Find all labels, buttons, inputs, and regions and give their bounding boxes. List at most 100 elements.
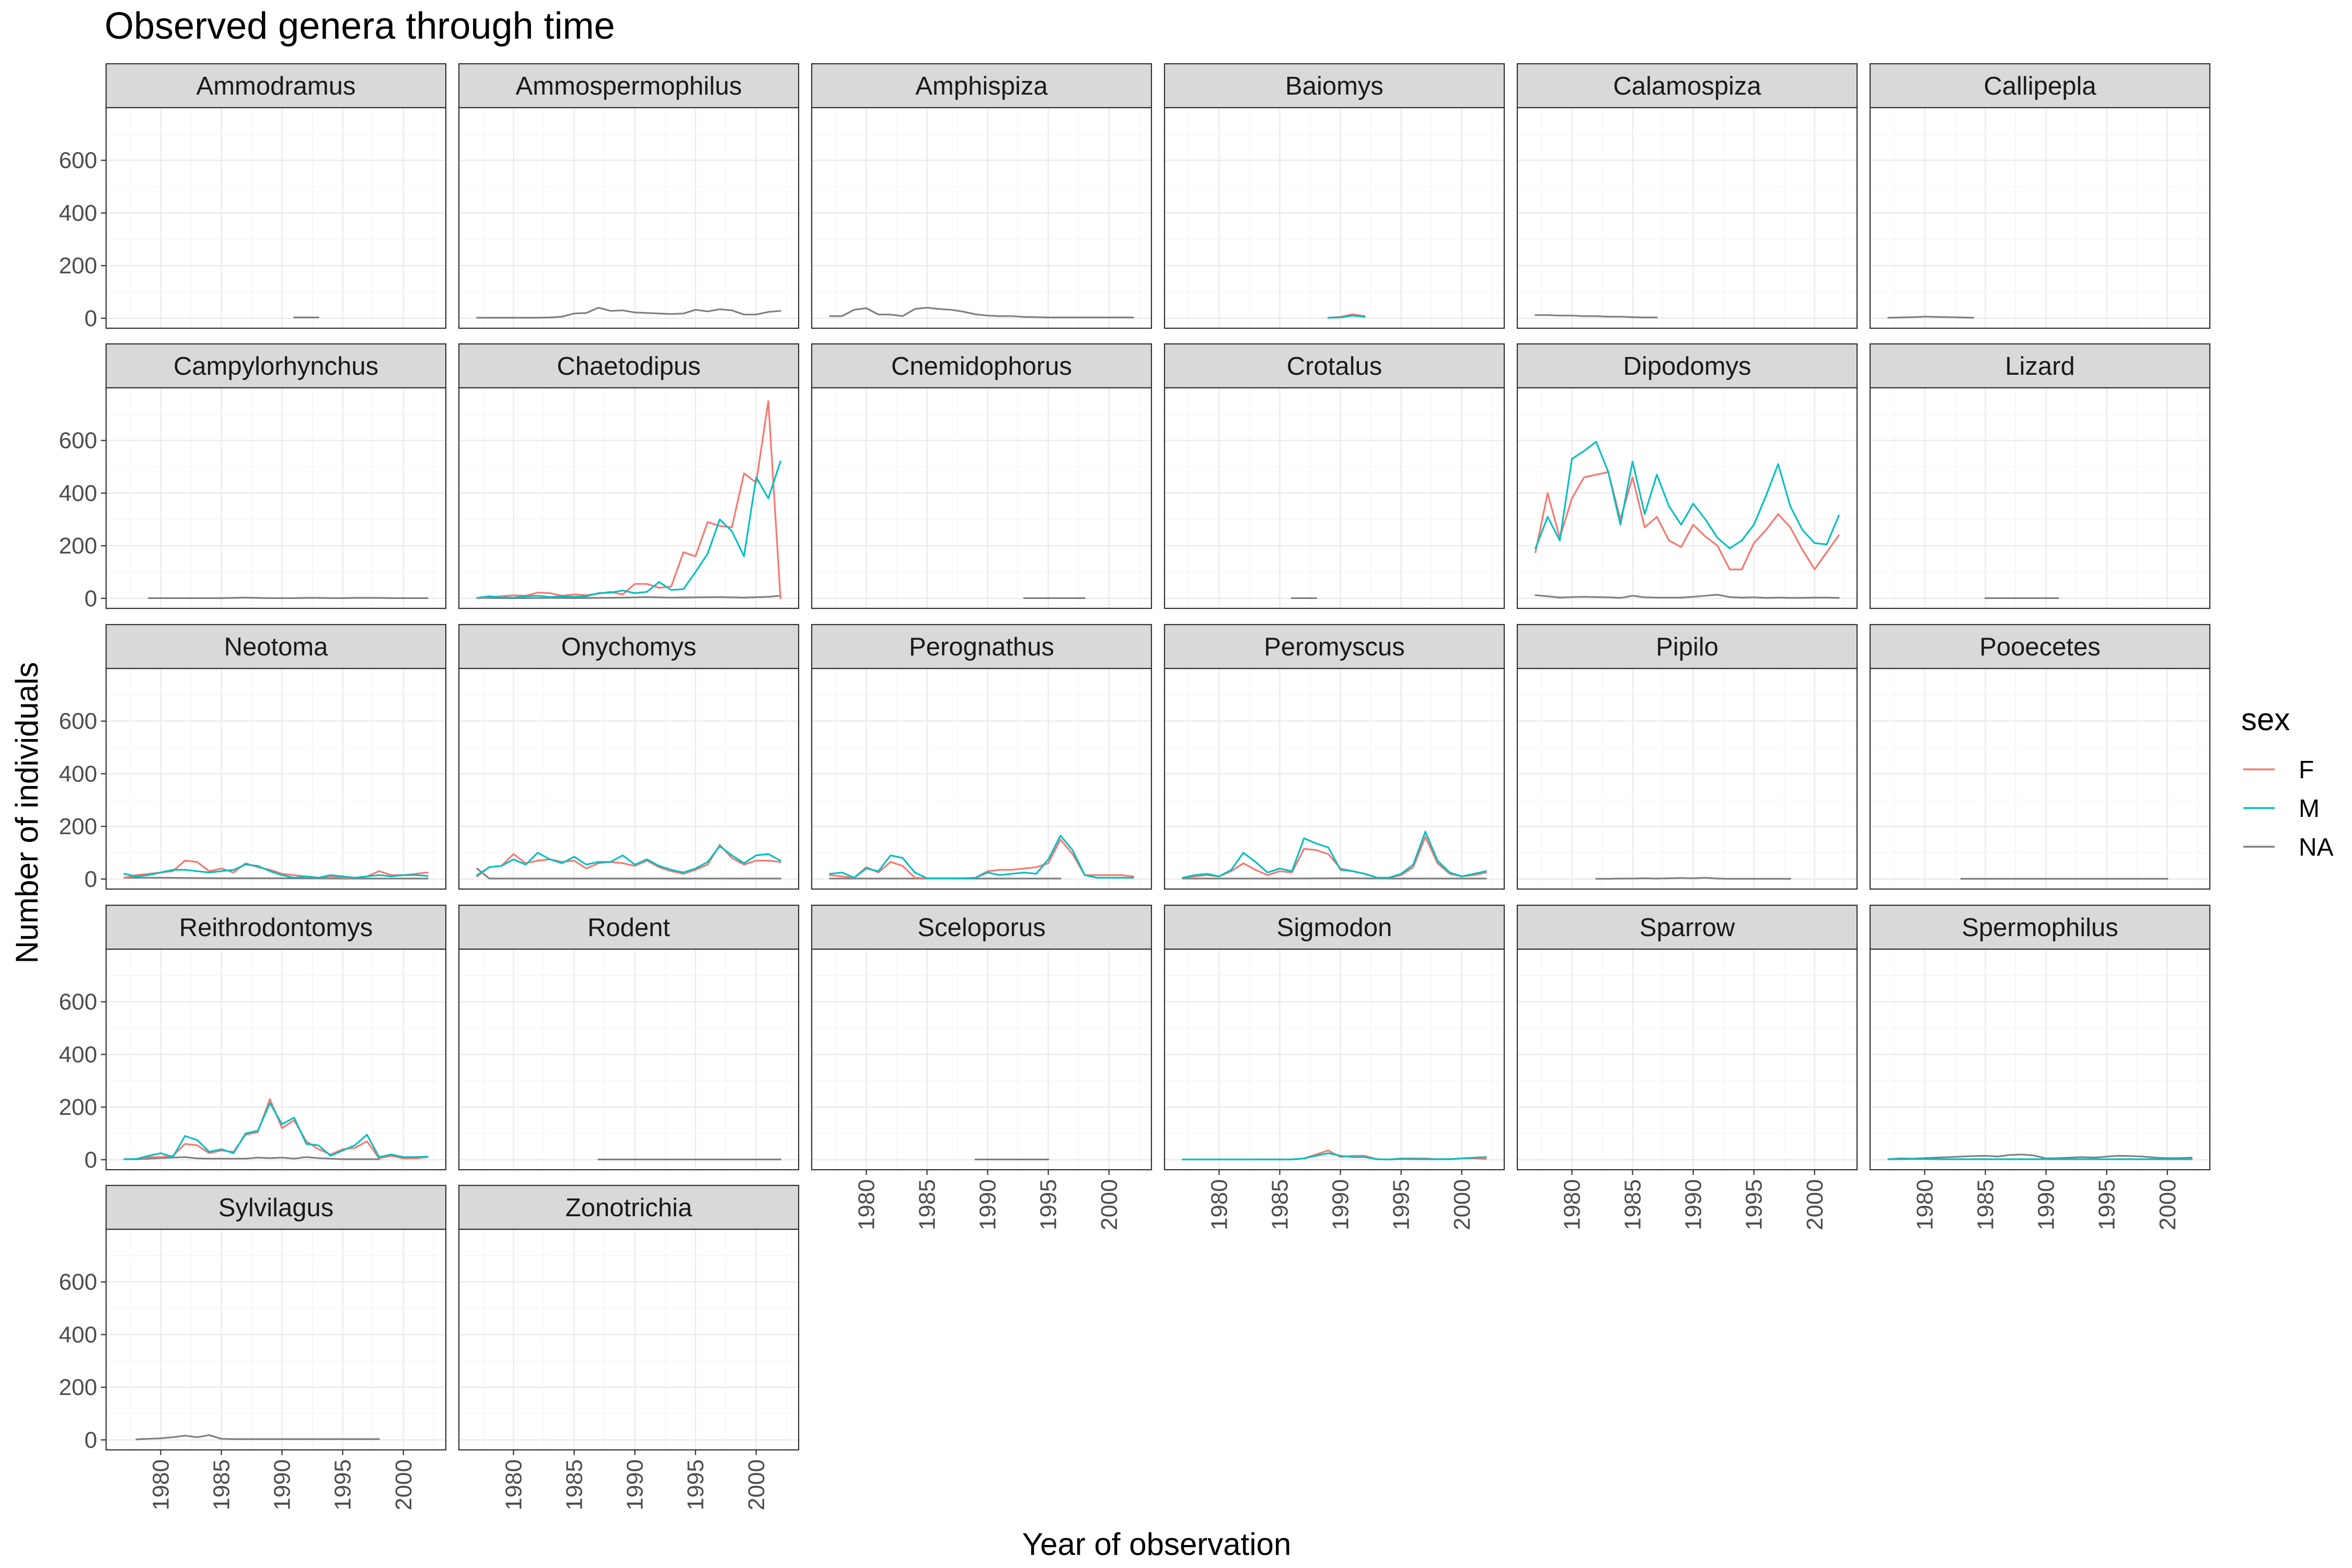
facet-strip-label: Dipodomys (1623, 352, 1751, 381)
facet-panels: Ammodramus 0 200 400 600 Ammospermophilus Amph… (59, 63, 2211, 1511)
x-axis-tick-label: 1995 (2094, 1179, 2120, 1230)
chart-title: Observed genera through time (105, 5, 615, 47)
facet-strip-label: Pooecetes (1979, 633, 2101, 661)
panel-background (459, 949, 799, 1170)
panel-border (811, 667, 1152, 890)
y-axis-tick-label: 0 (85, 1147, 97, 1173)
x-axis-tick-label: 1980 (148, 1459, 174, 1511)
x-axis-tick-label: 1995 (683, 1459, 709, 1511)
series-line-reithrodontomys-m (123, 1102, 429, 1160)
facet-strip (811, 624, 1152, 670)
facet-panel-sparrow: Sparrow 1980 1985 1990 1995 2000 (1516, 904, 1858, 1230)
y-axis-title: Number of individuals (9, 662, 44, 964)
panel-background (106, 388, 446, 608)
x-axis-tick-label: 1990 (2034, 1179, 2059, 1230)
x-axis-tick-label: 1985 (1973, 1179, 1999, 1230)
panel-border (1163, 667, 1505, 890)
x-axis-tick-label: 1985 (1620, 1179, 1646, 1230)
facet-strip (105, 624, 447, 670)
panel-background (1165, 108, 1504, 328)
facet-panel-zonotrichia: Zonotrichia 1980 1985 1990 1995 2000 (458, 1184, 800, 1511)
panel-background (812, 949, 1151, 1170)
facet-strip (1163, 343, 1505, 389)
panel-background (1870, 668, 2210, 889)
x-axis-tick-label: 1990 (975, 1179, 1001, 1230)
x-axis-tick-label: 1980 (1559, 1179, 1585, 1230)
series-line-dipodomys-m (1535, 441, 1840, 549)
y-axis-tick-label: 200 (59, 1094, 97, 1120)
panel-background (1517, 949, 1857, 1170)
series-line-chaetodipus-f (476, 400, 781, 599)
facet-panel-lizard: Lizard (1869, 343, 2211, 609)
x-axis-tick-label: 2000 (1802, 1179, 1828, 1230)
x-axis-tick-label: 1995 (330, 1459, 356, 1511)
legend-label-f: F (2299, 756, 2314, 784)
series-line-reithrodontomys-na (123, 1156, 380, 1160)
series-line-sylvilagus-na (135, 1434, 380, 1440)
facet-strip (811, 343, 1152, 389)
series-line-peromyscus-f (1182, 836, 1487, 879)
panel-border (1869, 107, 2211, 329)
facet-strip-label: Chaetodipus (557, 352, 700, 381)
facet-panel-sceloporus: Sceloporus 1980 1985 1990 1995 2000 (811, 904, 1152, 1230)
y-axis-tick-label: 200 (59, 533, 97, 559)
series-line-perognathus-m (829, 835, 1134, 880)
legend-label-na: NA (2299, 834, 2334, 861)
facet-strip-label: Sparrow (1640, 914, 1735, 942)
facet-strip (811, 904, 1152, 950)
panel-background (459, 388, 799, 608)
panel-border (1869, 387, 2211, 609)
panel-border (458, 107, 800, 329)
panel-background (1517, 388, 1857, 608)
facet-panel-crotalus: Crotalus (1163, 343, 1505, 609)
y-axis-tick-label: 600 (59, 428, 97, 454)
facet-strip (458, 624, 800, 670)
y-axis-tick-label: 0 (85, 867, 97, 892)
panel-background (106, 108, 446, 328)
facet-strip (1869, 904, 2211, 950)
facet-strip-label: Rodent (587, 914, 670, 942)
facet-panel-reithrodontomys: Reithrodontomys 0 200 400 600 (59, 904, 447, 1173)
panel-border (1163, 387, 1505, 609)
series-line-peromyscus-na (1182, 877, 1487, 880)
x-axis-tick-label: 1980 (854, 1179, 879, 1230)
facet-strip-label: Zonotrichia (566, 1194, 693, 1222)
x-axis-tick-label: 2000 (1097, 1179, 1122, 1230)
facet-strip (458, 1184, 800, 1230)
facet-strip-label: Ammodramus (197, 72, 356, 100)
y-axis-tick-label: 400 (59, 761, 97, 787)
series-line-baiomys-m (1327, 315, 1366, 319)
facet-panel-cnemidophorus: Cnemidophorus (811, 343, 1152, 609)
panel-border (1869, 948, 2211, 1171)
y-axis-tick-label: 600 (59, 709, 97, 734)
panel-background (1165, 668, 1504, 889)
y-axis-tick-label: 400 (59, 1042, 97, 1067)
facet-panel-chaetodipus: Chaetodipus (458, 343, 800, 609)
facet-strip (1516, 904, 1858, 950)
y-axis-tick-label: 0 (85, 1427, 97, 1453)
series-line-sigmodon-m (1182, 1152, 1487, 1160)
x-axis-tick-label: 2000 (1449, 1179, 1475, 1230)
series-line-neotoma-na (123, 877, 429, 880)
x-axis-tick-label: 1995 (1742, 1179, 1767, 1230)
facet-strip-label: Calamospiza (1613, 72, 1761, 100)
facet-strip-label: Amphispiza (915, 72, 1048, 100)
y-axis-tick-label: 200 (59, 814, 97, 839)
y-axis-tick-label: 600 (59, 1270, 97, 1295)
facet-strip (105, 343, 447, 389)
facet-strip-label: Peromyscus (1264, 633, 1405, 661)
facet-panel-spermophilus: Spermophilus 1980 1985 1990 1995 2000 (1869, 904, 2211, 1230)
y-axis-tick-label: 400 (59, 200, 97, 226)
series-line-onychomys-m (476, 845, 781, 876)
series-line-campylorhynchus-na (147, 596, 429, 599)
facet-strip-label: Reithrodontomys (179, 914, 373, 942)
facet-panel-callipepla: Callipepla (1869, 63, 2211, 329)
panel-border (1516, 107, 1858, 329)
legend-label-m: M (2299, 795, 2320, 823)
x-axis-tick-label: 1990 (622, 1459, 648, 1511)
series-line-spermophilus-na (1887, 1154, 2193, 1160)
facet-strip (1516, 624, 1858, 670)
panel-border (105, 667, 447, 890)
facet-strip (458, 63, 800, 109)
panel-background (106, 668, 446, 889)
